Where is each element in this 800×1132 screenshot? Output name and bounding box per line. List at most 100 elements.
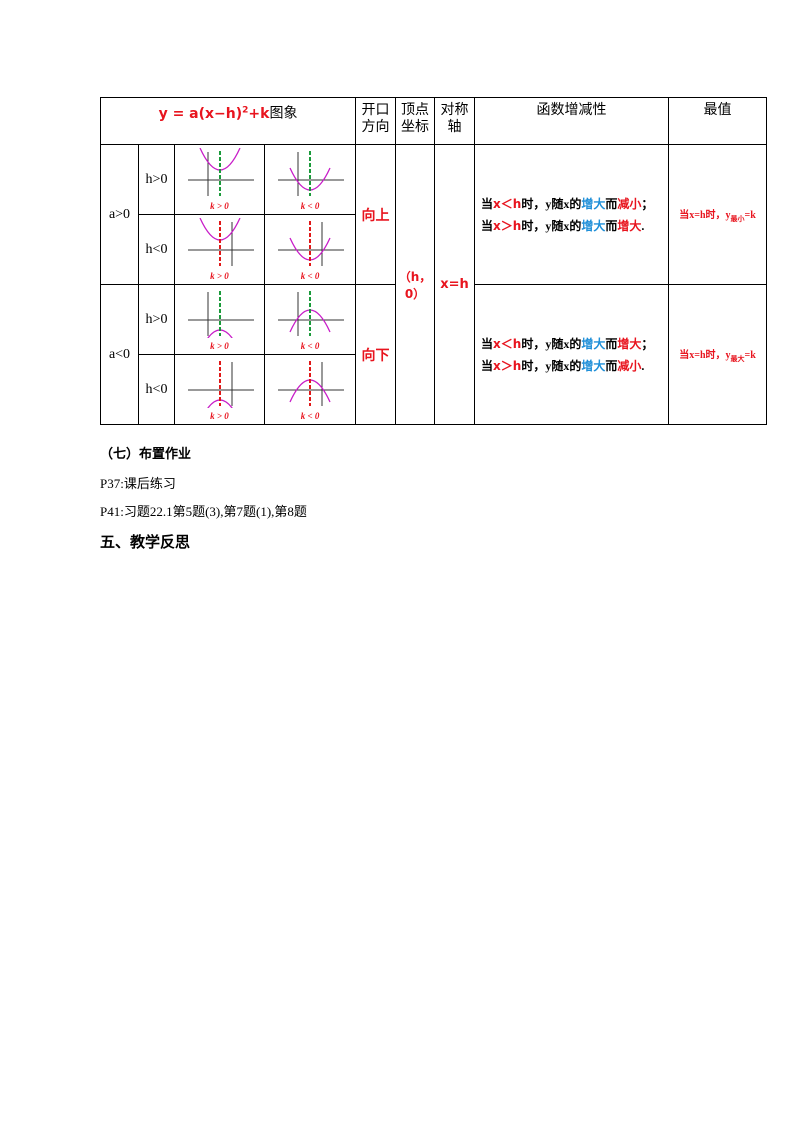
graph-cell: k < 0 xyxy=(263,214,357,285)
a-cell: a<0 xyxy=(100,284,139,425)
graph xyxy=(278,151,344,196)
text-segment: ； xyxy=(641,196,654,211)
a-cell: a>0 xyxy=(100,144,139,285)
header-cell: 函数增减性 xyxy=(474,97,670,145)
homework-line: P41:习题22.1第5题(3),第7题(1),第8题 xyxy=(100,504,307,519)
text-segment: 当 xyxy=(481,358,494,373)
graph xyxy=(187,217,254,266)
text-segment: 时，y随x的 xyxy=(521,336,582,351)
graph-cell: k > 0 xyxy=(174,214,265,285)
graph-label: k > 0 xyxy=(210,201,229,211)
text-segment: 当 xyxy=(481,196,494,211)
formula-label: 图象 xyxy=(269,106,298,122)
vertex-cell: （h，0） xyxy=(395,144,436,425)
text-segment: 而 xyxy=(605,336,618,351)
formula-part: y = a(x−h) xyxy=(158,105,243,122)
graph-label: k < 0 xyxy=(300,201,320,211)
graph-label: k > 0 xyxy=(210,341,229,351)
text-segment: 时，y随x的 xyxy=(521,218,582,233)
header-cell: 开口方向 xyxy=(355,97,397,145)
text-segment: 当 xyxy=(481,218,494,233)
h-cell: h>0 xyxy=(138,144,175,215)
header-cell: 最值 xyxy=(668,97,768,145)
graph xyxy=(187,291,254,353)
parabola-table: y = a(x−h)2+k图象 开口方向 顶点坐标 对称轴 函数增减性 最值 a… xyxy=(99,97,768,425)
table-row: h<0 k > 0 k < 0 xyxy=(101,354,767,425)
monotonic-line: 当x＞h时，y随x的增大而增大. xyxy=(481,215,668,237)
text-segment: x＜h xyxy=(493,196,522,211)
h-cell: h<0 xyxy=(138,214,175,285)
formula-exponent: 2 xyxy=(242,105,249,115)
header-cell: y = a(x−h)2+k图象 xyxy=(99,97,357,145)
text-segment: 时，y随x的 xyxy=(521,358,582,373)
text-segment: ； xyxy=(641,336,654,351)
graph-label: k < 0 xyxy=(300,411,320,421)
formula: y = a(x−h)2+k xyxy=(158,105,270,122)
text-segment: 而 xyxy=(605,196,618,211)
text-segment: 增大 xyxy=(581,336,606,351)
text-segment: 增大 xyxy=(581,358,606,373)
axis-cell: x=h xyxy=(434,144,476,425)
text-segment: . xyxy=(641,358,645,373)
header-cell: 对称轴 xyxy=(434,97,476,145)
homework-line: P37:课后练习 xyxy=(100,476,176,491)
h-cell: h<0 xyxy=(138,354,175,425)
graph xyxy=(187,361,254,423)
text-segment: 减小 xyxy=(617,358,642,373)
graph xyxy=(278,361,344,406)
monotonic-line: 当x＞h时，y随x的增大而减小. xyxy=(481,355,668,377)
text-segment: =k xyxy=(744,209,756,221)
section-title: （七）布置作业 xyxy=(100,447,192,462)
text-segment: 增大 xyxy=(617,336,642,351)
text-segment: 当x=h时， xyxy=(679,349,726,361)
text-segment: 减小 xyxy=(617,196,642,211)
text-segment: 增大 xyxy=(617,218,642,233)
text-segment: 时，y随x的 xyxy=(521,196,582,211)
text-segment: 当 xyxy=(481,336,494,351)
graph xyxy=(278,291,344,336)
section-title: 五、教学反思 xyxy=(100,533,191,551)
header-cell: 顶点坐标 xyxy=(395,97,436,145)
monotonic-line: 当x＜h时，y随x的增大而增大； xyxy=(481,333,668,355)
text-segment: 增大 xyxy=(581,218,606,233)
text-segment: x＞h xyxy=(493,218,522,233)
text-segment: x＜h xyxy=(493,336,522,351)
text-segment: . xyxy=(641,218,645,233)
direction-cell: 向下 xyxy=(355,284,397,425)
graph xyxy=(187,147,254,196)
graph-label: k < 0 xyxy=(300,271,320,281)
monotonic-cell: 当x＜h时，y随x的增大而减小； 当x＞h时，y随x的增大而增大. xyxy=(474,144,670,285)
extreme-cell: 当x=h时，y最大=k xyxy=(668,284,768,425)
graph-label: k < 0 xyxy=(300,341,320,351)
graph-cell: k > 0 xyxy=(174,354,265,425)
text-segment: 而 xyxy=(605,358,618,373)
h-cell: h>0 xyxy=(138,284,175,355)
graph-cell: k > 0 xyxy=(174,284,265,355)
text-segment: 最小 xyxy=(730,214,745,223)
text-segment: 当x=h时， xyxy=(679,209,726,221)
table-row: h<0 k > 0 k < 0 xyxy=(101,214,767,285)
text-segment: =k xyxy=(744,349,756,361)
monotonic-line: 当x＜h时，y随x的增大而减小； xyxy=(481,193,668,215)
text-segment: y xyxy=(725,349,731,361)
direction-cell: 向上 xyxy=(355,144,397,285)
graph-label: k > 0 xyxy=(210,411,229,421)
text-segment: 最大 xyxy=(730,354,745,363)
graph-cell: k < 0 xyxy=(263,354,357,425)
graph-cell: k < 0 xyxy=(263,284,357,355)
graph-cell: k > 0 xyxy=(174,144,265,215)
text-segment: x＞h xyxy=(493,358,522,373)
text-segment: y xyxy=(725,209,731,221)
formula-part: +k xyxy=(248,105,270,122)
graph xyxy=(278,221,344,266)
extreme-cell: 当x=h时，y最小=k xyxy=(668,144,768,285)
graph-cell: k < 0 xyxy=(263,144,357,215)
graph-label: k > 0 xyxy=(210,271,229,281)
monotonic-cell: 当x＜h时，y随x的增大而增大； 当x＞h时，y随x的增大而减小. xyxy=(474,284,670,425)
text-segment: 增大 xyxy=(581,196,606,211)
text-segment: 而 xyxy=(605,218,618,233)
